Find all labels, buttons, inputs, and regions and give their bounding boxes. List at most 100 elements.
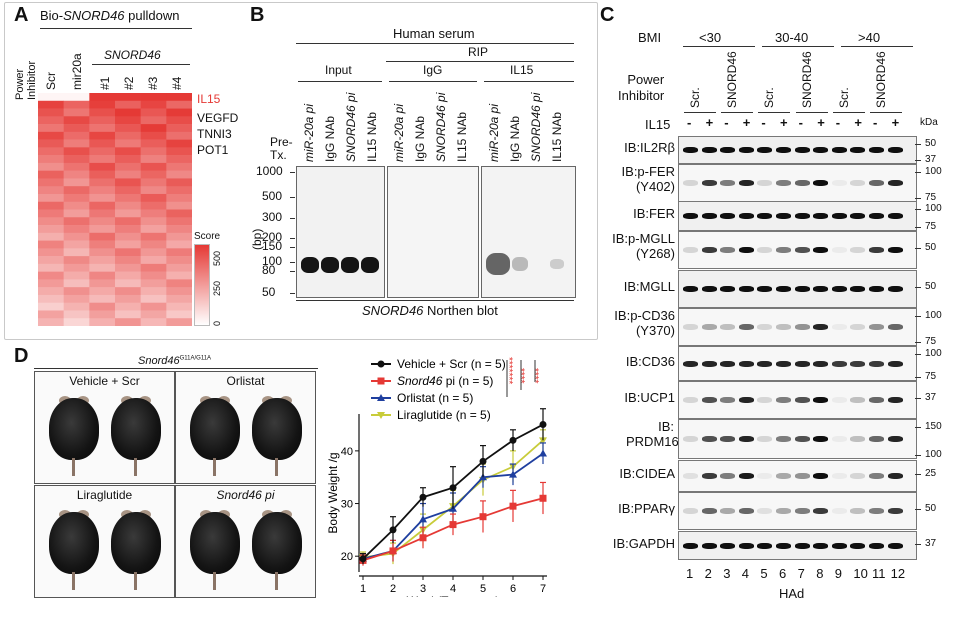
blot-band [850, 147, 866, 153]
il15-sign: + [854, 115, 862, 130]
panel-label-c: C [600, 4, 615, 26]
had-label: HAd [779, 586, 805, 601]
mouse-body [190, 398, 240, 460]
heatmap-cell [166, 302, 192, 311]
blot-band [869, 324, 884, 330]
kda-tick: 25 [925, 468, 937, 479]
blot-band [776, 360, 791, 367]
blot-band [757, 180, 773, 186]
heatmap-cell [140, 279, 167, 288]
data-point [449, 484, 457, 492]
human-serum-label: Human serum [393, 26, 475, 41]
blot-band [831, 397, 847, 403]
inhibitor-label: Scr. [762, 87, 777, 108]
heatmap-cell [115, 147, 141, 156]
x-tick-label: 7 [540, 583, 546, 595]
heatmap-cell [115, 201, 141, 210]
lane-number: 1 [686, 566, 694, 581]
data-point [377, 412, 385, 419]
heatmap-cell [89, 93, 116, 102]
mouse-body [49, 512, 99, 574]
mouse-body [190, 512, 240, 574]
lane-number: 8 [816, 566, 824, 581]
mouse-tail [275, 572, 278, 590]
blot-band [869, 147, 884, 153]
heatmap-cell [115, 302, 141, 311]
blot-band [757, 397, 773, 403]
heatmap-cell [89, 209, 116, 218]
blot-strip [678, 460, 917, 492]
blot-strip [678, 308, 917, 346]
bmi-group: >40 [858, 30, 881, 45]
heatmap-cell [89, 225, 116, 234]
heatmap-cell [38, 232, 64, 241]
blot-band [738, 286, 754, 292]
blot-band [757, 213, 773, 219]
heatmap-cell [140, 310, 167, 319]
heatmap-cell [38, 201, 64, 210]
heatmap-cell [166, 225, 192, 234]
blot-strip [678, 164, 917, 202]
mouse-tail [213, 458, 216, 476]
heatmap-cell [140, 271, 167, 280]
heatmap-cell [115, 256, 141, 265]
heatmap-cell [89, 155, 116, 164]
blot-band [813, 247, 829, 253]
kda-tick: 75 [925, 192, 937, 203]
data-point [539, 421, 547, 429]
mouse-tail [134, 572, 137, 590]
blot-band [776, 473, 791, 479]
mouse-tail [275, 458, 278, 476]
blot-band [869, 397, 884, 403]
blot-strip [678, 531, 917, 560]
heatmap-cell [63, 116, 90, 125]
heatmap-cell [89, 193, 116, 203]
heatmap-cell [63, 271, 90, 280]
kda-tick: 150 [925, 421, 942, 432]
blot-band [701, 324, 717, 330]
blot-band [701, 436, 717, 442]
blot-band [887, 247, 903, 253]
inhibitor-label: Scr. [836, 87, 851, 108]
blot-band [887, 286, 903, 292]
blot-strip [678, 381, 917, 419]
heatmap-cell [140, 147, 167, 156]
heatmap-cell [38, 108, 64, 117]
blot-band [887, 473, 903, 479]
heatmap-cell [166, 162, 192, 171]
heatmap-cell [166, 209, 192, 218]
inhibitor-label: SNORD46 [725, 51, 740, 108]
heatmap-cell [63, 287, 90, 296]
blot-band [776, 324, 791, 330]
band [341, 257, 359, 273]
blot-band [701, 508, 717, 514]
blot-band [720, 508, 736, 514]
bp-tick-label: 200 [262, 230, 283, 244]
heatmap-cell [140, 318, 167, 326]
heatmap-cell [89, 124, 116, 133]
heatmap-cell [38, 193, 64, 203]
blot-band [776, 397, 791, 403]
il15-sign: + [742, 115, 751, 130]
heatmap-cell [166, 124, 192, 133]
bp-tick [290, 271, 295, 272]
group-input: Input [325, 63, 352, 77]
blot-band [813, 213, 829, 219]
heatmap-cell [89, 147, 116, 156]
data-point [449, 521, 457, 529]
heatmap-cell [63, 131, 90, 140]
blot-band [683, 247, 698, 253]
blot-band [757, 508, 773, 514]
blot-band [720, 542, 736, 549]
blot-band [738, 473, 754, 479]
heatmap-cell [63, 193, 90, 203]
heatmap-cell [115, 162, 141, 171]
blot-label: IB:UCP1 [624, 390, 675, 405]
blot-band [701, 180, 717, 186]
blot-band [794, 508, 810, 514]
blot-band [720, 247, 736, 253]
kda-tick-mark [915, 160, 921, 161]
heatmap-cell [89, 294, 116, 303]
heatmap-cell [140, 131, 167, 140]
blot-band [776, 180, 791, 186]
